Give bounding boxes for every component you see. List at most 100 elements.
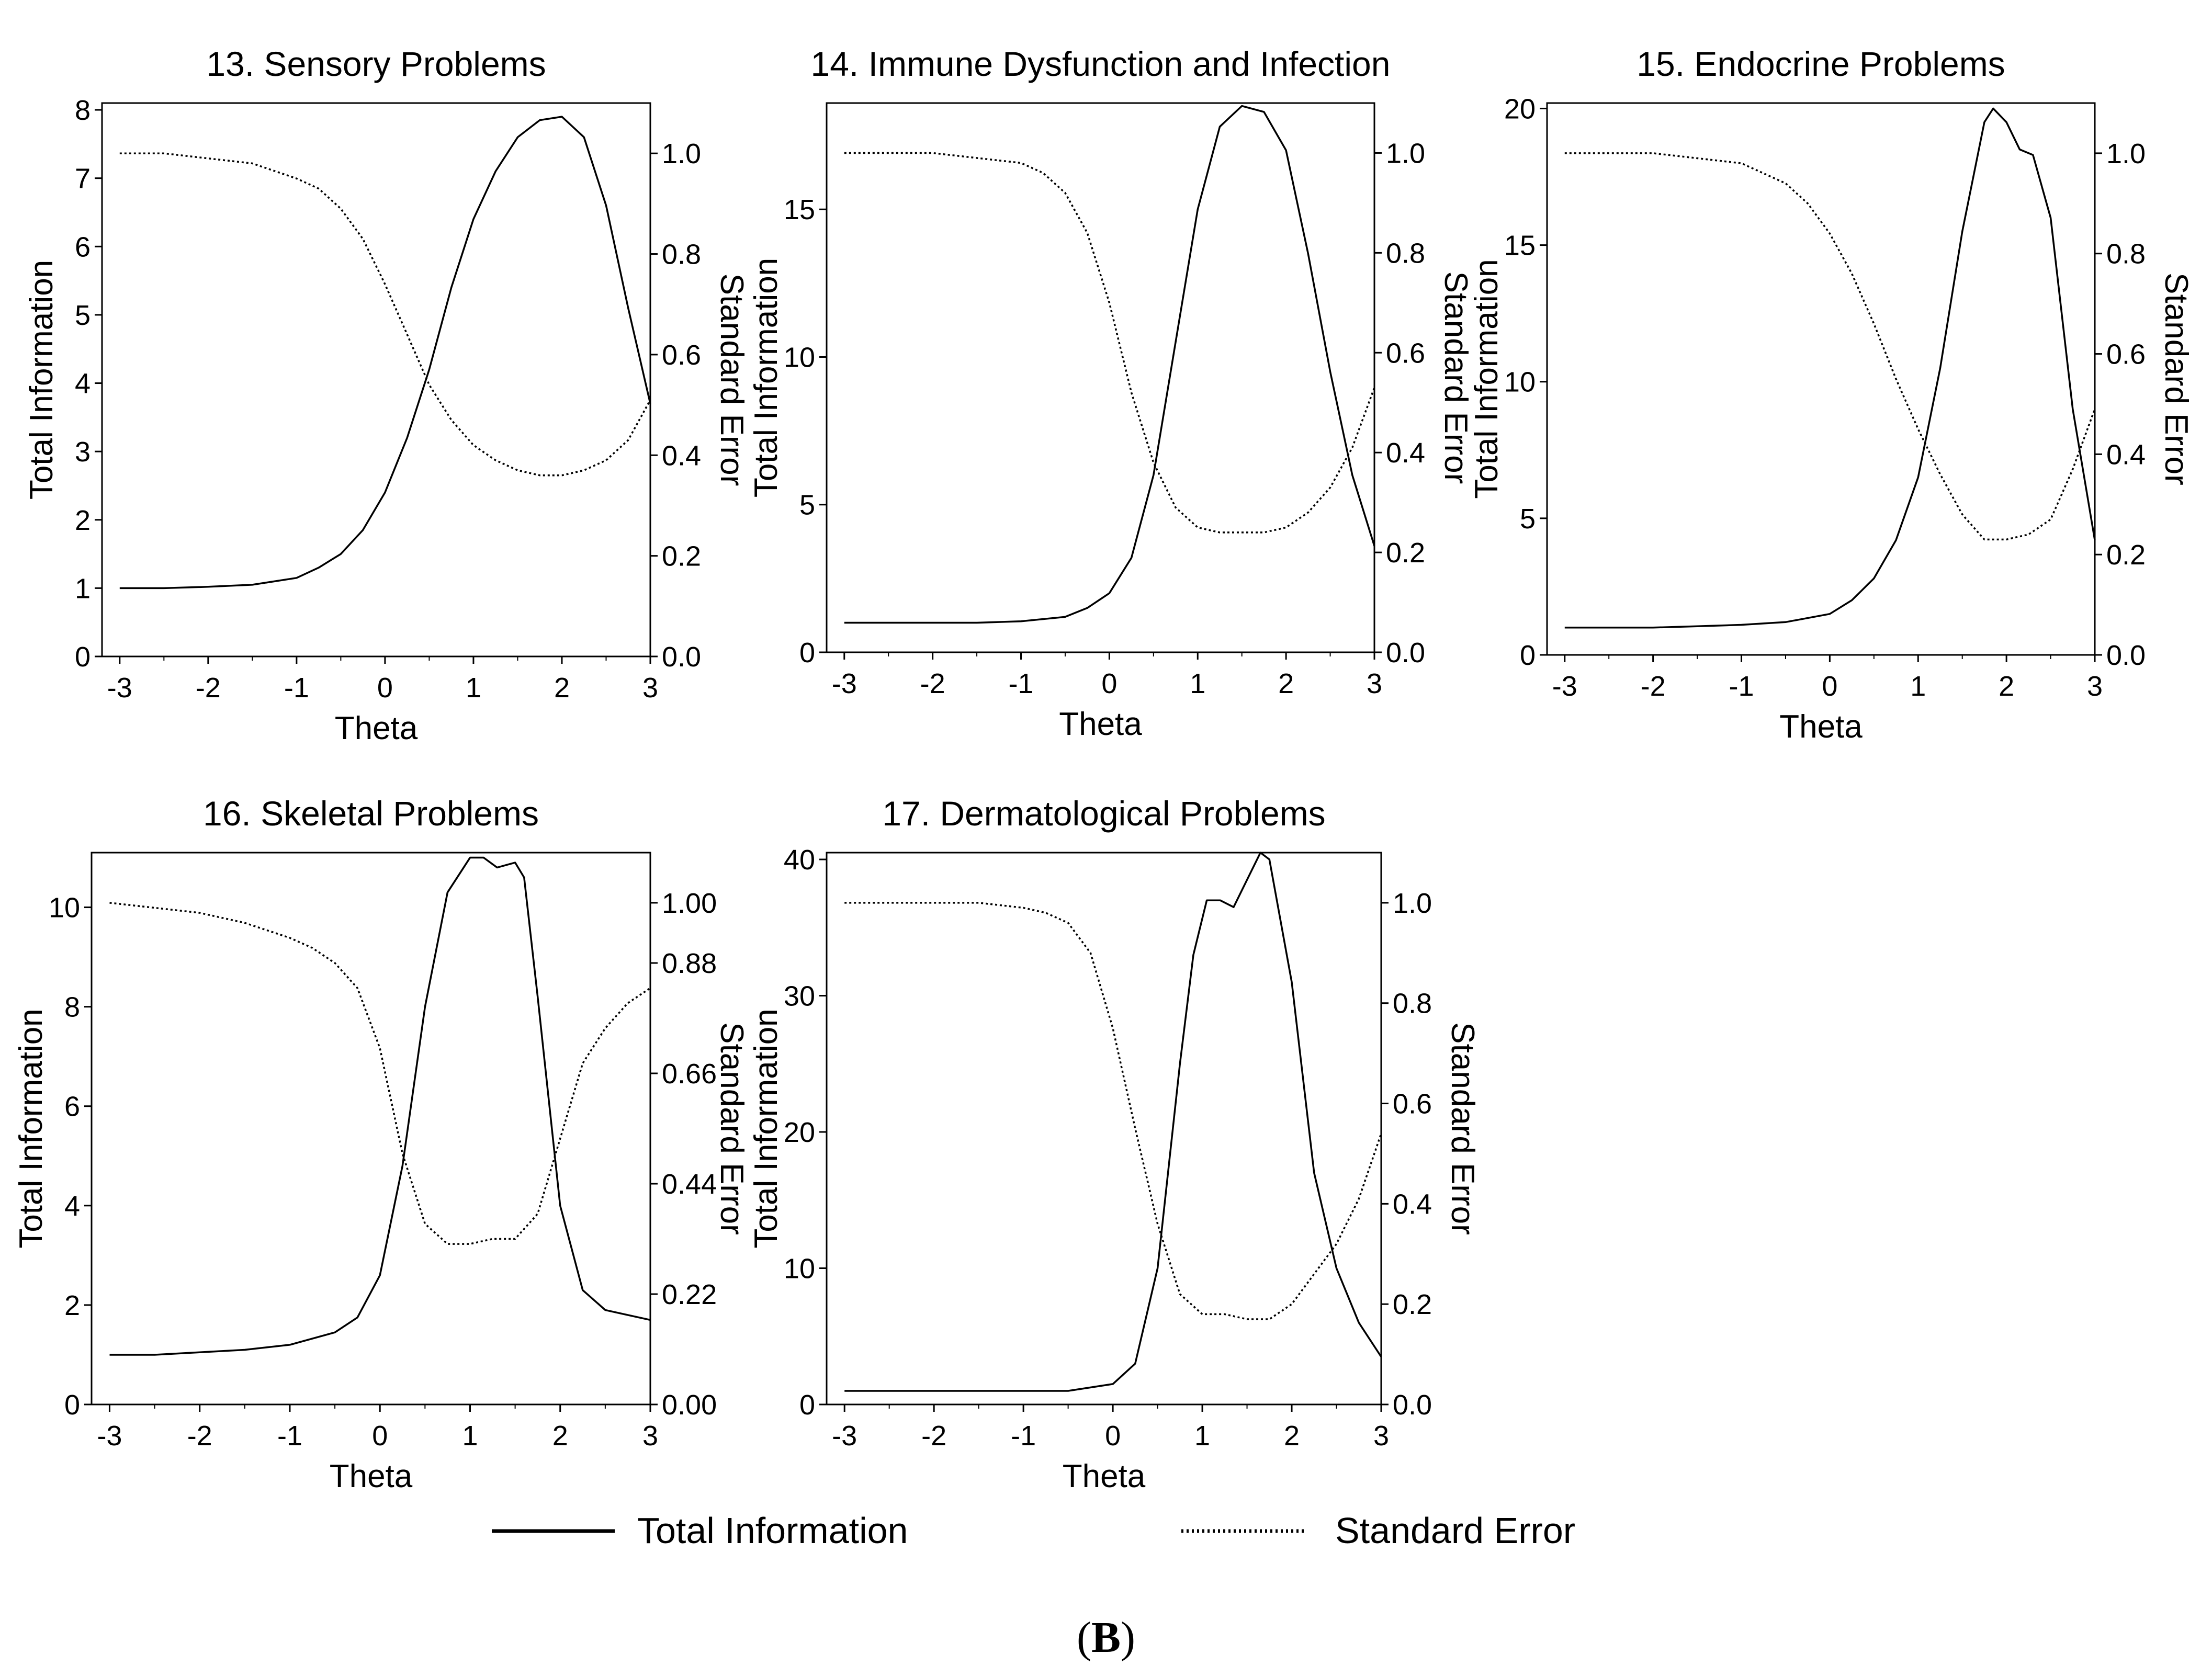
y-left-tick-label: 0 — [64, 1389, 80, 1421]
y-right-tick-label: 1.00 — [662, 888, 717, 919]
x-tick-label: -2 — [921, 1420, 946, 1452]
x-tick-label: 3 — [2087, 671, 2103, 702]
y-right-tick-label: 0.66 — [662, 1058, 717, 1090]
plot-frame — [101, 102, 651, 658]
y-right-tick-label: 0.8 — [1386, 237, 1425, 269]
chart-panels: 13. Sensory Problems-3 -2 -1 0 1 2 30123456780… — [13, 44, 2194, 1494]
x-tick-label: -1 — [1729, 671, 1754, 702]
y-left-tick-label: 15 — [784, 194, 815, 225]
y-left-tick-label: 20 — [784, 1117, 815, 1148]
chart-panel-2: 14. Immune Dysfunction and Infection -3 -2… — [748, 44, 1474, 742]
x-tick-label: -3 — [832, 1420, 857, 1452]
y-right-tick-label: 0.8 — [1393, 988, 1432, 1019]
total-information-line — [119, 116, 651, 590]
panel-label-letter: B — [1091, 1613, 1121, 1662]
y-left-tick-label: 0 — [799, 1389, 815, 1421]
y-right-tick-label: 0.4 — [1386, 437, 1425, 469]
y-right-tick-label: 0.6 — [662, 339, 701, 371]
x-tick-label: 0 — [1101, 668, 1117, 699]
legend-standard-error-label: Standard Error — [1335, 1510, 1575, 1551]
x-tick-label: 2 — [552, 1420, 568, 1452]
x-axis-label: Theta — [330, 1458, 413, 1494]
y-left-tick-label: 6 — [64, 1091, 80, 1123]
chart-title: 13. Sensory Problems — [206, 44, 546, 83]
legend-total-information-label: Total Information — [637, 1510, 908, 1551]
y-left-tick-label: 5 — [75, 300, 91, 331]
y-left-tick-label: 2 — [75, 505, 91, 536]
standard-error-line — [844, 152, 1375, 534]
x-axis-label: Theta — [1063, 1458, 1146, 1494]
x-tick-label: 0 — [377, 672, 393, 704]
chart-title: 16. Skeletal Problems — [203, 794, 539, 833]
y-right-axis-label: Standard Error — [2158, 273, 2194, 485]
y-right-axis-label: Standard Error — [1438, 271, 1474, 484]
chart-panel-3: 15. Endocrine Problems -3 -2 -1 0 1 2 3 0 5 10 15 20… — [1469, 44, 2194, 745]
x-tick-label: -3 — [97, 1420, 122, 1452]
plot-frame — [826, 852, 1382, 1406]
x-tick-label: -2 — [1641, 671, 1666, 702]
y-left-tick-label: 10 — [49, 892, 80, 924]
chart-title: 14. Immune Dysfunction and Infection — [811, 44, 1391, 83]
y-left-tick-label: 8 — [64, 992, 80, 1023]
x-tick-label: 3 — [642, 672, 658, 704]
x-tick-label: 2 — [1284, 1420, 1300, 1452]
y-left-tick-label: 30 — [784, 981, 815, 1012]
x-tick-label: 1 — [1910, 671, 1926, 702]
y-right-tick-label: 0.2 — [2106, 539, 2146, 571]
y-right-tick-label: 0.4 — [1393, 1188, 1432, 1220]
x-tick-label: -1 — [1011, 1420, 1036, 1452]
x-tick-label: 2 — [1999, 671, 2014, 702]
x-tick-label: 0 — [1105, 1420, 1121, 1452]
y-left-tick-label: 1 — [75, 573, 91, 604]
y-right-tick-label: 0.6 — [2106, 339, 2146, 370]
y-right-tick-label: 0.8 — [662, 239, 701, 270]
chart-panel-5: 17. Dermatological Problems-3 -2 -1 0 1 2 3010… — [748, 794, 1481, 1494]
x-tick-label: -3 — [832, 668, 857, 699]
y-left-tick-label: 10 — [784, 1253, 815, 1285]
panel-label-open-paren: ( — [1077, 1613, 1091, 1662]
standard-error-line — [1564, 152, 2096, 541]
x-tick-label: -2 — [187, 1420, 212, 1452]
x-tick-label: -2 — [196, 672, 221, 704]
y-right-tick-label: 1.0 — [662, 138, 701, 169]
y-left-tick-label: 10 — [1504, 367, 1536, 398]
y-left-axis-label: Total Information — [748, 258, 784, 497]
y-left-tick-label: 10 — [784, 342, 815, 373]
y-right-tick-label: 1.0 — [1386, 138, 1425, 169]
y-left-tick-label: 4 — [75, 368, 91, 400]
y-right-tick-label: 0.0 — [662, 641, 701, 673]
y-right-axis-label: Standard Error — [714, 1022, 750, 1235]
plot-frame — [1546, 102, 2096, 656]
x-axis-label: Theta — [1059, 706, 1142, 742]
total-information-line — [844, 852, 1382, 1392]
y-left-tick-label: 0 — [75, 641, 91, 673]
y-left-tick-label: 20 — [1504, 93, 1536, 124]
standard-error-line — [119, 152, 651, 477]
x-tick-label: 1 — [462, 1420, 478, 1452]
y-left-tick-label: 0 — [799, 637, 815, 668]
y-left-tick-label: 4 — [64, 1191, 80, 1222]
x-tick-label: -2 — [920, 668, 945, 699]
x-tick-label: 0 — [1822, 671, 1837, 702]
y-right-tick-label: 0.0 — [2106, 640, 2146, 671]
plot-frame — [91, 852, 651, 1406]
y-left-tick-label: 15 — [1504, 230, 1536, 262]
x-tick-label: -3 — [1552, 671, 1577, 702]
standard-error-line — [109, 902, 651, 1245]
y-right-tick-label: 0.8 — [2106, 239, 2146, 270]
chart-panel-4: 16. Skeletal Problems -3 -2 -1 0 1 2 3 0 2 4 6 8 10 0.… — [13, 794, 750, 1494]
y-right-tick-label: 0.44 — [662, 1169, 717, 1200]
x-tick-label: 1 — [466, 672, 481, 704]
x-tick-label: 2 — [1278, 668, 1294, 699]
y-left-axis-label: Total Information — [24, 260, 60, 500]
y-right-tick-label: 0.0 — [1393, 1389, 1432, 1421]
y-right-tick-label: 0.4 — [2106, 439, 2146, 470]
panel-label-close-paren: ) — [1121, 1613, 1135, 1662]
y-right-tick-label: 0.6 — [1386, 337, 1425, 369]
y-left-axis-label: Total Information — [748, 1009, 784, 1248]
y-right-tick-label: 0.0 — [1386, 637, 1425, 668]
y-left-tick-label: 5 — [799, 490, 815, 521]
y-right-tick-label: 0.4 — [662, 440, 701, 471]
y-right-axis-label: Standard Error — [1444, 1022, 1481, 1235]
